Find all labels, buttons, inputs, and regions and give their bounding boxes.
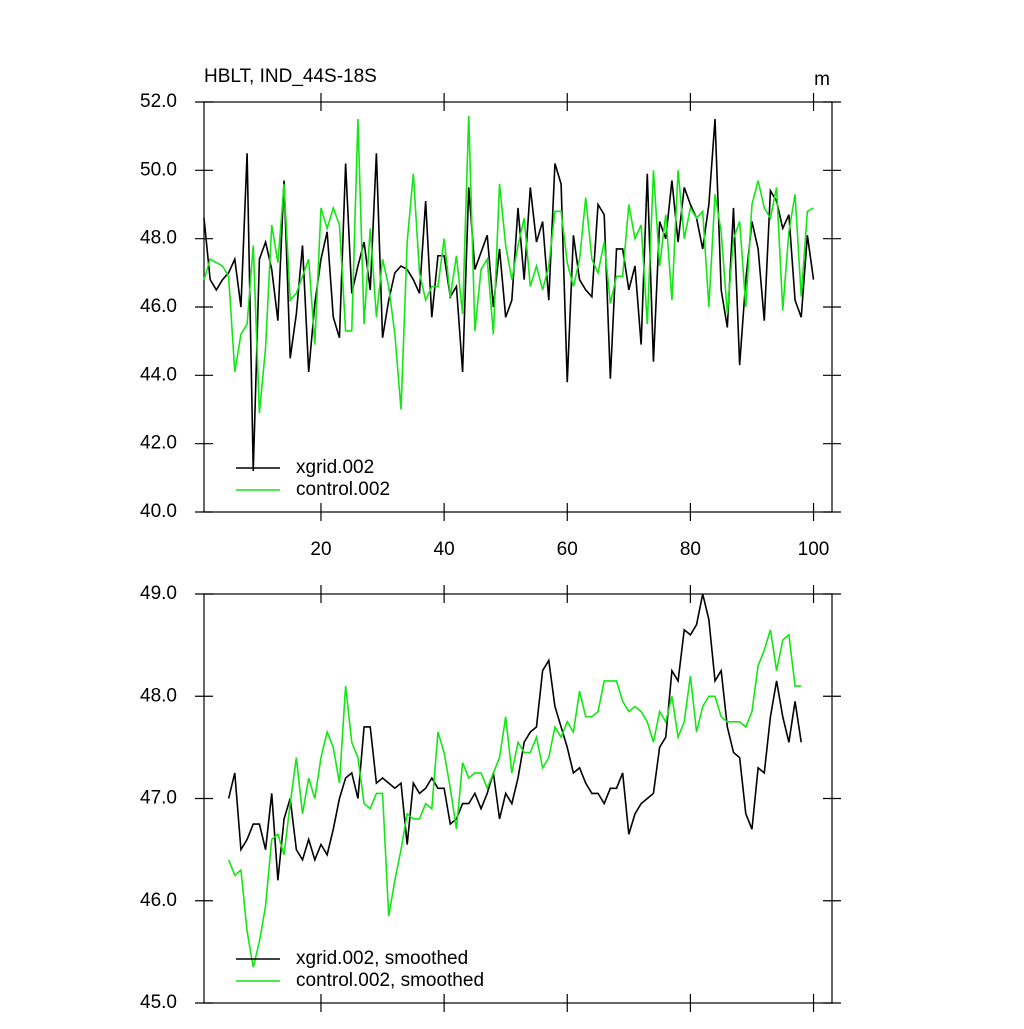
y-tick-label: 40.0 (140, 501, 177, 522)
legend-label: xgrid.002, smoothed (296, 948, 468, 969)
data-line (203, 115, 814, 413)
y-tick-label: 44.0 (140, 364, 177, 385)
y-tick-label: 42.0 (140, 433, 177, 454)
y-tick-label: 48.0 (140, 685, 177, 706)
y-tick-label: 46.0 (140, 890, 177, 911)
chart-title: HBLT, IND_44S-18S (204, 66, 377, 87)
units-label: m (814, 69, 830, 90)
x-tick-label: 20 (310, 539, 331, 560)
x-tick-label: 80 (680, 539, 701, 560)
legend-label: xgrid.002 (296, 457, 374, 478)
x-tick-label: 40 (434, 539, 455, 560)
y-tick-label: 45.0 (140, 992, 177, 1013)
y-tick-label: 52.0 (140, 91, 177, 112)
y-tick-label: 49.0 (140, 583, 177, 604)
y-tick-label: 46.0 (140, 296, 177, 317)
legend-label: control.002 (296, 479, 390, 500)
y-tick-label: 47.0 (140, 788, 177, 809)
y-tick-label: 48.0 (140, 228, 177, 249)
data-line (227, 629, 802, 968)
data-line (203, 119, 815, 472)
legend-label: control.002, smoothed (296, 970, 484, 991)
x-tick-label: 60 (557, 539, 578, 560)
y-tick-label: 50.0 (140, 159, 177, 180)
data-line (227, 593, 803, 881)
x-tick-label: 100 (798, 539, 830, 560)
